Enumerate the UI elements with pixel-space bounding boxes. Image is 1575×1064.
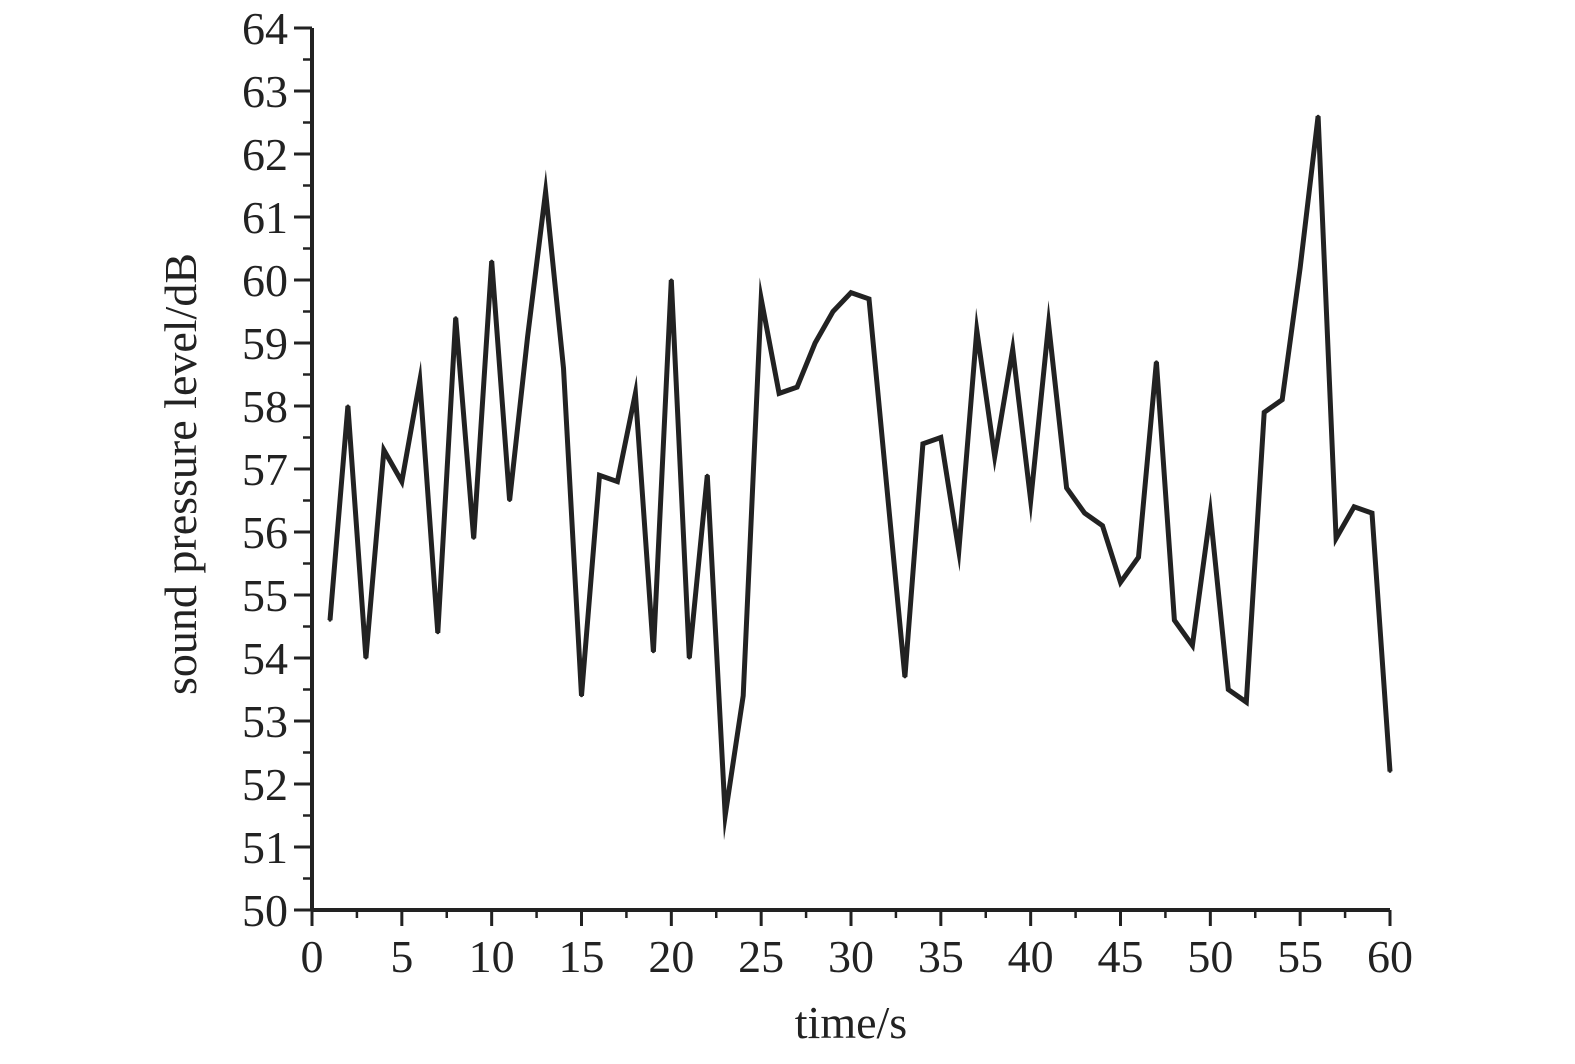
data-point: [1262, 410, 1266, 414]
data-point: [1226, 688, 1230, 691]
data-point: [669, 278, 673, 282]
data-point: [1154, 360, 1158, 364]
data-point: [1119, 580, 1122, 584]
data-point: [526, 335, 530, 339]
y-tick-label: 60: [242, 255, 288, 306]
data-point: [508, 499, 512, 502]
data-point: [580, 694, 583, 698]
x-tick-label: 45: [1098, 931, 1144, 982]
x-tick-label: 60: [1367, 931, 1413, 982]
data-point: [1370, 511, 1374, 515]
x-tick-label: 40: [1008, 931, 1054, 982]
data-point: [885, 486, 889, 490]
x-tick-label: 15: [559, 931, 605, 982]
y-tick-label: 52: [242, 759, 288, 810]
y-axis-title: sound pressure level/dB: [155, 253, 206, 695]
data-point: [1190, 643, 1194, 647]
data-point: [975, 328, 979, 332]
y-tick-label: 64: [242, 3, 288, 54]
data-point: [436, 631, 440, 635]
x-tick-label: 30: [828, 931, 874, 982]
data-point: [795, 385, 799, 389]
data-point: [723, 814, 727, 817]
data-point: [490, 259, 494, 263]
data-point: [364, 656, 368, 660]
axes: [310, 28, 1390, 912]
data-point: [1208, 511, 1212, 515]
x-tick-label: 10: [469, 931, 515, 982]
data-point: [1065, 486, 1069, 490]
y-tick-label: 55: [242, 570, 288, 621]
data-point: [705, 473, 709, 477]
data-point: [418, 379, 422, 383]
data-point: [957, 549, 961, 553]
data-point: [903, 675, 907, 679]
data-point: [813, 341, 817, 345]
data-point: [741, 694, 745, 698]
data-point: [1244, 700, 1248, 704]
y-tick-label: 51: [242, 822, 288, 873]
data-point: [328, 618, 332, 622]
data-point: [1101, 524, 1105, 528]
data-point: [1388, 769, 1392, 773]
series-line-0: [327, 115, 1393, 841]
y-tick-label: 61: [242, 192, 288, 243]
data-point: [1172, 618, 1176, 622]
data-point: [633, 391, 637, 395]
data-point: [1334, 536, 1338, 540]
x-tick-label: 5: [390, 931, 413, 982]
data-point: [867, 297, 871, 301]
data-point: [687, 656, 691, 660]
data-point: [597, 473, 601, 477]
data-point: [1298, 265, 1302, 269]
data-point: [544, 190, 548, 194]
tick-labels: 50 51 52 53 54 55 56 57 58 59 60 61 62 63 64 0 5 10 15 20 25…: [242, 3, 1413, 982]
data-point: [921, 442, 925, 446]
data-point: [1029, 499, 1033, 502]
x-tick-label: 55: [1277, 931, 1323, 982]
data-point: [1011, 347, 1015, 351]
ticks: [294, 26, 1392, 926]
data-point: [777, 391, 781, 395]
y-tick-label: 54: [242, 633, 288, 684]
data-point: [1352, 505, 1356, 509]
x-tick-label: 25: [738, 931, 784, 982]
x-tick-label: 50: [1187, 931, 1233, 982]
data-point: [382, 448, 386, 452]
data-point: [1316, 114, 1320, 118]
y-tick-label: 53: [242, 696, 288, 747]
data-point: [993, 454, 997, 458]
x-axis-title: time/s: [795, 997, 907, 1048]
data-point: [759, 297, 763, 301]
x-tick-label: 20: [648, 931, 694, 982]
data-point: [651, 650, 655, 654]
data-point: [615, 480, 619, 484]
data-point: [1280, 398, 1284, 402]
y-tick-label: 59: [242, 318, 288, 369]
x-tick-label: 35: [918, 931, 964, 982]
x-tick-label: 0: [301, 931, 324, 982]
data-point: [849, 291, 853, 295]
data-point: [562, 366, 566, 370]
data-point: [400, 480, 404, 484]
y-tick-label: 58: [242, 381, 288, 432]
y-tick-label: 56: [242, 507, 288, 558]
data-point: [1083, 511, 1087, 515]
data-point: [472, 536, 476, 540]
data-point: [831, 310, 835, 313]
data-point: [1047, 322, 1051, 326]
y-tick-label: 50: [242, 885, 288, 936]
data-point: [1136, 555, 1140, 559]
data-point: [454, 316, 458, 320]
data-point: [939, 436, 943, 439]
y-tick-label: 63: [242, 66, 288, 117]
y-tick-label: 62: [242, 129, 288, 180]
series: [327, 114, 1393, 841]
data-point: [346, 404, 350, 408]
y-tick-label: 57: [242, 444, 288, 495]
